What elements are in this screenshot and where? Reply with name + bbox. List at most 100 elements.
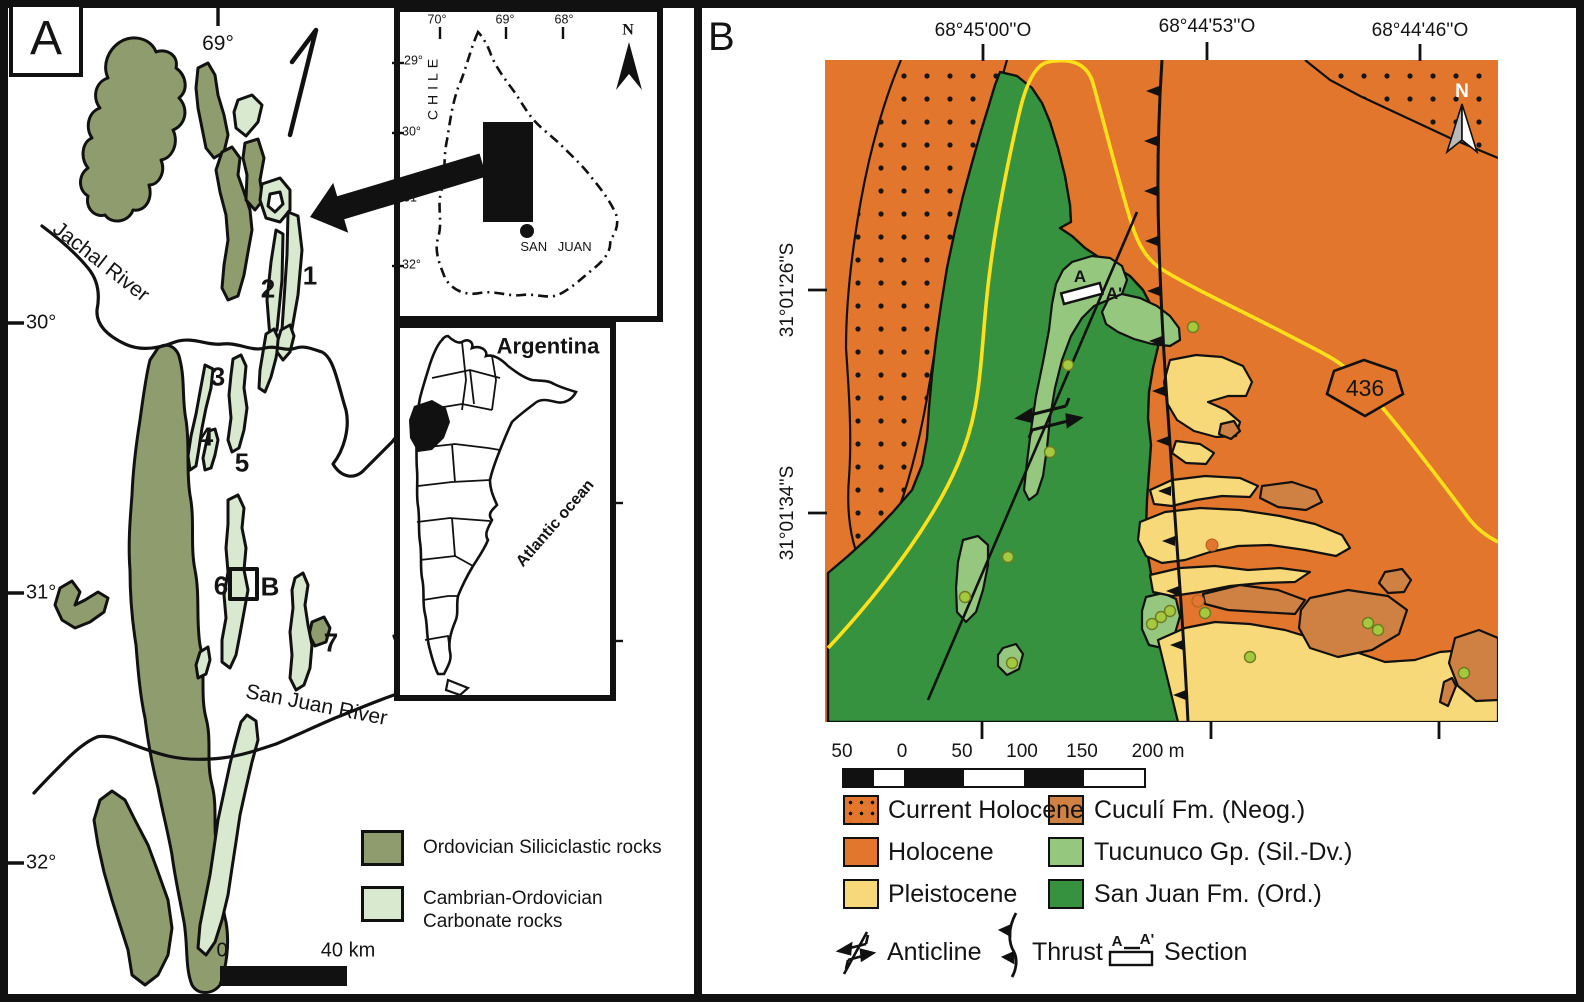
b-lon-3: 68°44'46''O — [1371, 20, 1469, 42]
chile-lon-70: 70° — [427, 12, 447, 27]
site-number-3: 3 — [210, 361, 226, 392]
detail-box-b — [228, 567, 259, 601]
chile-lat-32: 32° — [402, 257, 421, 272]
pleistocene-patch — [1148, 564, 1312, 598]
section-bar — [1059, 281, 1105, 306]
chile-country-label: CHILE — [424, 53, 441, 121]
north-arrow-a — [287, 27, 319, 138]
chile-lon-69: 69° — [495, 12, 515, 27]
b-lat-1: 31°01'26''S — [777, 242, 799, 338]
chile-north-label: N — [622, 21, 634, 39]
carbonate-strip — [275, 323, 296, 362]
legend-label-siliciclastic: Ordovician Siliciclastic rocks — [423, 837, 662, 859]
site-number-5: 5 — [234, 447, 250, 478]
san-juan-city-label: SAN JUAN — [520, 239, 592, 255]
section-a-prime-label: A' — [1105, 284, 1123, 304]
panel-a-label: A — [9, 3, 83, 77]
panel-b-label: B — [708, 15, 735, 59]
pleistocene-patch — [1156, 620, 1498, 722]
carbonate-strip — [257, 327, 281, 394]
legend-anticline-symbol — [835, 931, 877, 975]
scale-b-50l: 50 — [831, 741, 853, 763]
thrust-teeth — [1144, 86, 1186, 700]
cuculi-patch — [1217, 419, 1242, 441]
carbonate-strip-3 — [186, 363, 215, 472]
chile-inset — [392, 6, 663, 322]
olive-fork-sw — [92, 789, 174, 987]
north-needle-chile — [616, 42, 642, 90]
legend-label-holocene: Holocene — [888, 837, 994, 866]
pleistocene-patch — [1136, 506, 1352, 565]
cuculi-patch — [1377, 567, 1413, 595]
legend-swatch-cuculi — [1048, 795, 1084, 825]
olive-strip — [214, 145, 254, 302]
legend-swatch-pleistocene — [843, 879, 879, 909]
legend-section-a-prime: A' — [1139, 931, 1155, 949]
legend-swatch-carbonate — [361, 886, 404, 922]
legend-label-anticline: Anticline — [887, 937, 982, 966]
olive-strip — [241, 137, 266, 212]
legend-label-carbonate-1: Cambrian-Ordovician — [423, 888, 603, 909]
legend-swatch-current-holocene — [843, 795, 879, 825]
study-area-rect — [483, 122, 533, 222]
pleistocene-patch — [1162, 353, 1254, 439]
legend-label-thrust: Thrust — [1032, 937, 1103, 966]
site-number-7: 7 — [323, 627, 339, 658]
legend-thrust-symbol — [997, 912, 1018, 978]
olive-cluster-nw — [79, 36, 187, 223]
scale-b-150: 150 — [1066, 741, 1098, 763]
sample-dots — [958, 320, 1471, 680]
scale-b-100: 100 — [1006, 741, 1038, 763]
scale-a-zero: 0 — [216, 939, 228, 962]
olive-strip — [194, 61, 230, 160]
legend-label-carbonate-2: Carbonate rocks — [423, 911, 563, 932]
argentina-inset — [394, 322, 623, 701]
legend-section-a: A — [1111, 933, 1123, 951]
carbonate-sliver — [194, 645, 212, 680]
scale-bar-b — [842, 768, 1146, 788]
carbonate-loop — [258, 176, 292, 224]
legend-label-tucunuco: Tucunuco Gp. (Sil.-Dv.) — [1094, 837, 1353, 866]
olive-prongs — [53, 579, 110, 630]
carbonate-strip-4 — [201, 427, 220, 472]
cuculi-patch — [1438, 676, 1458, 708]
scale-bar-a — [220, 966, 347, 986]
panel-a-map — [7, 5, 404, 994]
jachal-river-line — [40, 224, 402, 478]
site-number-6: 6 — [213, 570, 229, 601]
argentina-outline — [414, 334, 578, 676]
b-lat-2: 31°01'34''S — [777, 465, 799, 561]
anticline-symbol — [1014, 397, 1084, 439]
carbonate-strip-1 — [279, 210, 304, 346]
detail-box-letter: B — [260, 571, 280, 602]
legend-label-cuculi: Cuculí Fm. (Neog.) — [1094, 795, 1306, 824]
section-a-label: A — [1073, 267, 1087, 287]
site-number-1: 1 — [302, 260, 318, 291]
argentina-title: Argentina — [496, 333, 600, 359]
b-lon-2: 68°44'53''O — [1158, 16, 1256, 38]
scale-b-50: 50 — [951, 741, 973, 763]
b-north-label: N — [1455, 81, 1469, 103]
olive-belt-west — [127, 343, 230, 994]
carbonate-strip-5 — [226, 353, 249, 454]
carbonate-blob — [232, 93, 264, 138]
scale-a-max: 40 km — [320, 939, 376, 962]
san-juan-province-filled — [409, 400, 450, 452]
legend-label-current-holocene: Current Holocene — [888, 795, 1084, 824]
thrust-fault-line — [1156, 60, 1190, 722]
carbonate-strip-7 — [288, 571, 314, 692]
chile-lon-68: 68° — [554, 12, 574, 27]
legend-section-symbol — [1108, 946, 1154, 967]
b-lon-1: 68°45'00''O — [934, 20, 1032, 42]
current-holocene-ne — [1305, 60, 1498, 158]
locator-arrow — [310, 153, 487, 233]
legend-label-pleistocene: Pleistocene — [888, 879, 1018, 908]
site-number-4: 4 — [198, 421, 214, 452]
site-number-2: 2 — [260, 273, 276, 304]
north-needle-b — [1445, 103, 1479, 155]
contact-line — [844, 60, 903, 557]
chile-lat-30: 30° — [402, 124, 421, 139]
